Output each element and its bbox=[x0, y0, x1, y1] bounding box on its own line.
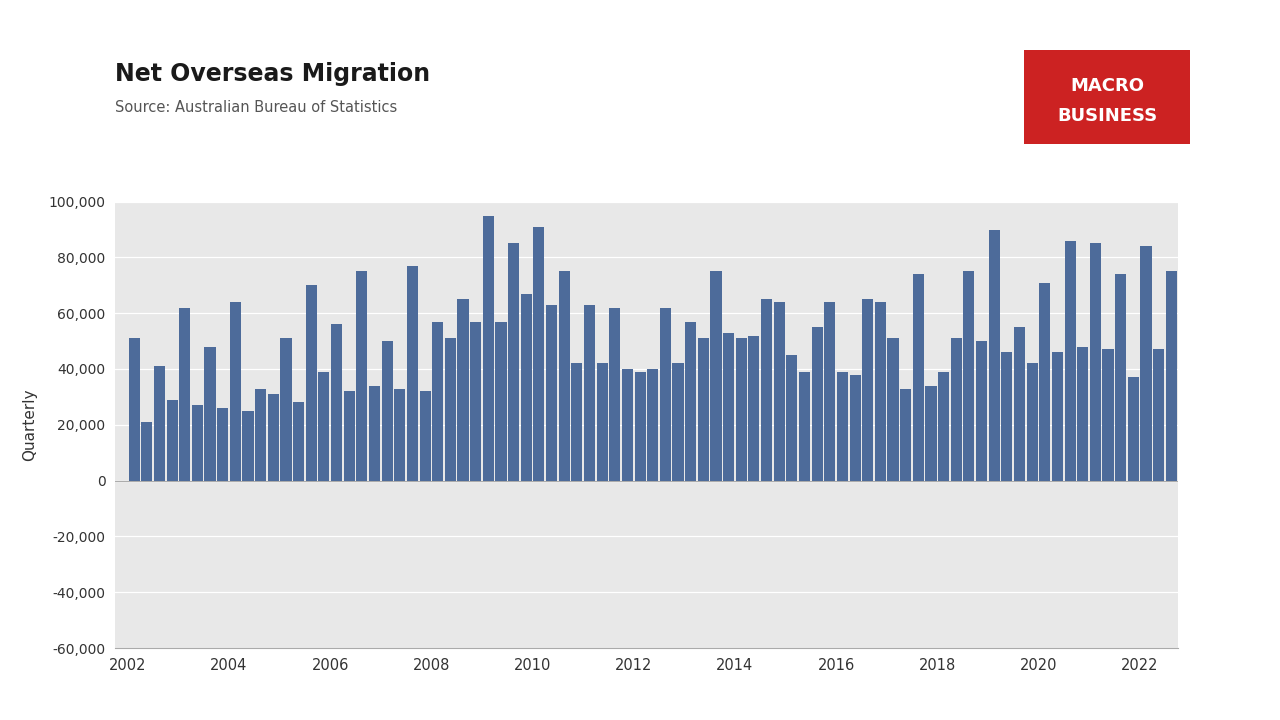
Bar bbox=[230, 302, 241, 481]
Bar bbox=[951, 338, 961, 481]
Bar bbox=[1027, 364, 1038, 481]
Bar bbox=[762, 300, 772, 481]
Bar bbox=[1153, 349, 1165, 481]
Bar bbox=[483, 215, 494, 481]
Bar bbox=[558, 271, 570, 481]
Bar bbox=[218, 408, 228, 481]
Bar bbox=[925, 386, 937, 481]
Bar bbox=[1115, 274, 1126, 481]
Bar bbox=[1229, 341, 1240, 481]
Bar bbox=[1078, 347, 1088, 481]
Bar bbox=[470, 322, 481, 481]
Bar bbox=[381, 341, 393, 481]
Bar bbox=[433, 322, 443, 481]
Bar bbox=[698, 338, 709, 481]
Bar bbox=[1014, 327, 1025, 481]
Bar bbox=[1052, 352, 1062, 481]
Bar bbox=[242, 411, 253, 481]
Bar bbox=[293, 402, 305, 481]
Bar bbox=[1089, 243, 1101, 481]
Bar bbox=[1216, 269, 1228, 481]
Bar bbox=[369, 386, 380, 481]
Text: Source: Australian Bureau of Statistics: Source: Australian Bureau of Statistics bbox=[115, 100, 398, 115]
Bar bbox=[824, 302, 836, 481]
Bar bbox=[280, 338, 292, 481]
Bar bbox=[457, 300, 468, 481]
Bar bbox=[521, 294, 531, 481]
Bar bbox=[1166, 271, 1176, 481]
Bar bbox=[1242, 481, 1253, 495]
Text: BUSINESS: BUSINESS bbox=[1057, 107, 1157, 125]
Bar bbox=[975, 341, 987, 481]
Bar bbox=[332, 324, 342, 481]
Bar bbox=[723, 333, 735, 481]
Bar bbox=[1267, 481, 1277, 600]
Text: Net Overseas Migration: Net Overseas Migration bbox=[115, 63, 430, 86]
Bar bbox=[394, 389, 406, 481]
Bar bbox=[268, 394, 279, 481]
Bar bbox=[850, 374, 860, 481]
Y-axis label: Quarterly: Quarterly bbox=[22, 389, 37, 461]
Bar bbox=[1039, 282, 1051, 481]
Bar bbox=[799, 372, 810, 481]
Bar bbox=[444, 338, 456, 481]
Bar bbox=[1128, 377, 1139, 481]
Bar bbox=[812, 327, 823, 481]
Bar bbox=[534, 227, 544, 481]
Bar bbox=[154, 366, 165, 481]
Bar bbox=[938, 372, 950, 481]
Bar bbox=[773, 302, 785, 481]
Bar bbox=[609, 307, 621, 481]
Bar bbox=[710, 271, 722, 481]
Bar bbox=[1190, 372, 1202, 481]
Bar bbox=[179, 307, 191, 481]
Bar bbox=[1140, 246, 1152, 481]
Bar bbox=[1254, 481, 1266, 508]
Bar bbox=[1203, 336, 1215, 481]
Bar bbox=[685, 322, 696, 481]
Bar bbox=[495, 322, 507, 481]
Bar bbox=[141, 422, 152, 481]
Bar bbox=[887, 338, 899, 481]
Bar bbox=[837, 372, 849, 481]
Bar bbox=[1102, 349, 1114, 481]
Bar bbox=[786, 355, 797, 481]
Bar bbox=[192, 405, 204, 481]
Bar bbox=[356, 271, 367, 481]
Bar bbox=[596, 364, 608, 481]
Bar bbox=[749, 336, 759, 481]
Bar bbox=[622, 369, 634, 481]
Bar bbox=[863, 300, 873, 481]
Bar bbox=[508, 243, 520, 481]
Bar bbox=[420, 392, 430, 481]
Bar bbox=[166, 400, 178, 481]
Bar bbox=[571, 364, 582, 481]
Bar bbox=[635, 372, 645, 481]
Bar bbox=[255, 389, 266, 481]
Bar bbox=[319, 372, 329, 481]
Bar bbox=[672, 364, 684, 481]
Bar bbox=[874, 302, 886, 481]
Bar bbox=[988, 230, 1000, 481]
Bar bbox=[900, 389, 911, 481]
Bar bbox=[1179, 336, 1189, 481]
Bar bbox=[407, 266, 419, 481]
Bar bbox=[128, 338, 140, 481]
Bar bbox=[343, 392, 355, 481]
Bar bbox=[1065, 240, 1075, 481]
Bar bbox=[547, 305, 557, 481]
Bar bbox=[1001, 352, 1012, 481]
Bar bbox=[964, 271, 974, 481]
Bar bbox=[913, 274, 924, 481]
Text: MACRO: MACRO bbox=[1070, 77, 1144, 95]
Bar bbox=[659, 307, 671, 481]
Bar bbox=[736, 338, 746, 481]
Bar bbox=[648, 369, 658, 481]
Bar bbox=[306, 285, 317, 481]
Bar bbox=[205, 347, 215, 481]
Bar bbox=[584, 305, 595, 481]
